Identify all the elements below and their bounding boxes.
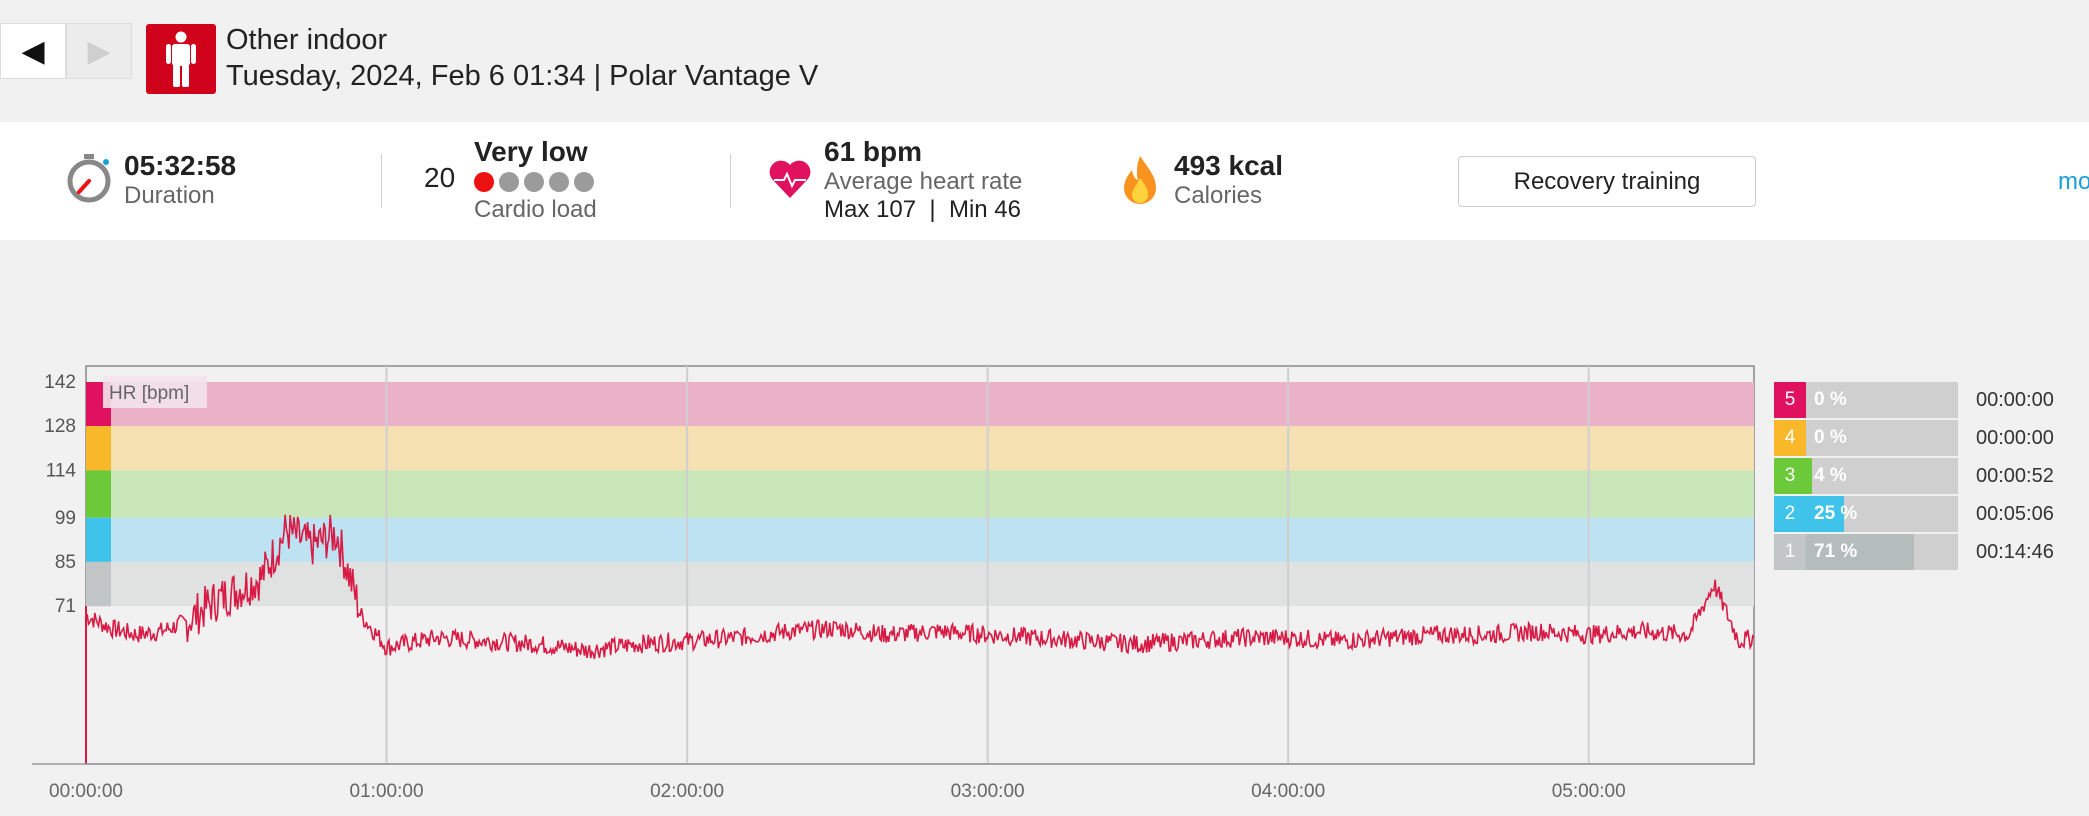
arrow-right-icon: ▶ — [87, 34, 111, 68]
load-dot — [549, 172, 569, 192]
more-link[interactable]: mo — [2058, 168, 2089, 195]
load-dot — [524, 172, 544, 192]
zone-marker-4 — [86, 426, 111, 471]
calories-icon-wrap — [1120, 154, 1160, 211]
heart-icon-wrap — [768, 158, 812, 205]
cardio-stat: Very low Cardio load — [474, 136, 597, 224]
y-tick-label: 85 — [55, 552, 76, 573]
duration-icon-wrap — [66, 152, 112, 209]
heart-rate-max-min: Max 107 | Min 46 — [824, 196, 1021, 223]
zone-time: 00:00:00 — [1976, 427, 2054, 449]
zone-bar: 0 % — [1806, 420, 1958, 456]
zone-percent: 25 % — [1814, 503, 1858, 524]
zone-marker-1 — [86, 561, 111, 607]
x-tick-label: 01:00:00 — [350, 781, 424, 802]
person-standing-icon — [146, 24, 216, 94]
summary-bar: 05:32:58 Duration 20 Very low Cardio loa… — [0, 122, 2089, 240]
zone-number: 1 — [1774, 534, 1806, 570]
zone-row-2: 2 25 % — [1774, 496, 1958, 532]
zone-bar: 4 % — [1806, 458, 1958, 494]
zone-row-5: 5 0 % — [1774, 382, 1958, 418]
zone-number: 4 — [1774, 420, 1806, 456]
calories-label: Calories — [1174, 182, 1263, 209]
x-tick-label: 04:00:00 — [1251, 781, 1325, 802]
x-tick-label: 05:00:00 — [1552, 781, 1626, 802]
next-button[interactable]: ▶ — [66, 23, 132, 79]
y-tick-label: 114 — [46, 460, 77, 481]
heart-rate-label: Average heart rate — [824, 168, 1023, 195]
zone-number: 3 — [1774, 458, 1806, 494]
heart-stat: 61 bpm Average heart rate Max 107 | Min … — [824, 136, 1022, 224]
y-tick-label: 71 — [55, 596, 76, 617]
calories-stat: 493 kcal Calories — [1174, 150, 1283, 210]
zone-percent: 0 % — [1814, 389, 1847, 410]
zone-marker-3 — [86, 470, 111, 518]
zone-bar-fill — [1806, 496, 1844, 532]
zone-band-1 — [86, 561, 1754, 607]
cardio-score: 20 — [424, 162, 456, 193]
session-subtitle: Tuesday, 2024, Feb 6 01:34 | Polar Vanta… — [226, 60, 819, 92]
zone-bar: 71 % — [1806, 534, 1958, 570]
x-tick-label: 03:00:00 — [951, 781, 1025, 802]
zone-band-5 — [86, 382, 1754, 427]
duration-label: Duration — [124, 182, 215, 209]
zone-row-3: 3 4 % — [1774, 458, 1958, 494]
stopwatch-icon — [67, 154, 111, 203]
divider — [730, 154, 731, 208]
zone-bar: 0 % — [1806, 382, 1958, 418]
zone-percent: 0 % — [1814, 427, 1847, 448]
chart-title: HR [bpm] — [109, 383, 189, 404]
zone-bar-fill — [1806, 534, 1914, 570]
zone-band-3 — [86, 470, 1754, 518]
heart-rate-value: 61 bpm — [824, 136, 923, 167]
flame-icon — [1124, 156, 1156, 204]
zone-bar-fill — [1806, 458, 1812, 494]
load-dot — [574, 172, 594, 192]
chart-title-box — [103, 376, 207, 408]
zone-number: 5 — [1774, 382, 1806, 418]
hr-series-line — [85, 514, 1755, 660]
zone-row-4: 4 0 % — [1774, 420, 1958, 456]
heart-icon — [769, 160, 811, 198]
x-tick-label: 00:00:00 — [49, 781, 123, 802]
zone-percent: 4 % — [1814, 465, 1847, 486]
zone-bar: 25 % — [1806, 496, 1958, 532]
cardio-label: Cardio load — [474, 196, 597, 223]
zone-time: 00:00:52 — [1976, 465, 2054, 487]
zone-time: 00:05:06 — [1976, 503, 2054, 525]
zone-marker-2 — [86, 517, 111, 562]
duration-value: 05:32:58 — [124, 150, 237, 181]
load-dot — [474, 172, 494, 192]
zone-time: 00:14:46 — [1976, 541, 2054, 563]
duration-stat: 05:32:58 Duration — [124, 150, 236, 210]
divider — [381, 154, 382, 208]
cardio-level: Very low — [474, 136, 588, 167]
zone-band-4 — [86, 426, 1754, 471]
y-tick-label: 142 — [44, 372, 76, 393]
zone-row-1: 1 71 % — [1774, 534, 1958, 570]
y-tick-label: 99 — [55, 508, 76, 529]
load-dot — [499, 172, 519, 192]
y-tick-label: 128 — [44, 416, 76, 437]
zone-band-2 — [86, 517, 1754, 562]
calories-value: 493 kcal — [1174, 150, 1283, 181]
previous-button[interactable]: ◀ — [0, 23, 66, 79]
zone-number: 2 — [1774, 496, 1806, 532]
page-title: Other indoor — [226, 24, 388, 56]
x-tick-label: 02:00:00 — [650, 781, 724, 802]
arrow-left-icon: ◀ — [21, 34, 45, 68]
cardio-load-dots — [474, 172, 597, 192]
zone-time: 00:00:00 — [1976, 389, 2054, 411]
zone-percent: 71 % — [1814, 541, 1858, 562]
training-benefit-button[interactable]: Recovery training — [1458, 156, 1756, 207]
